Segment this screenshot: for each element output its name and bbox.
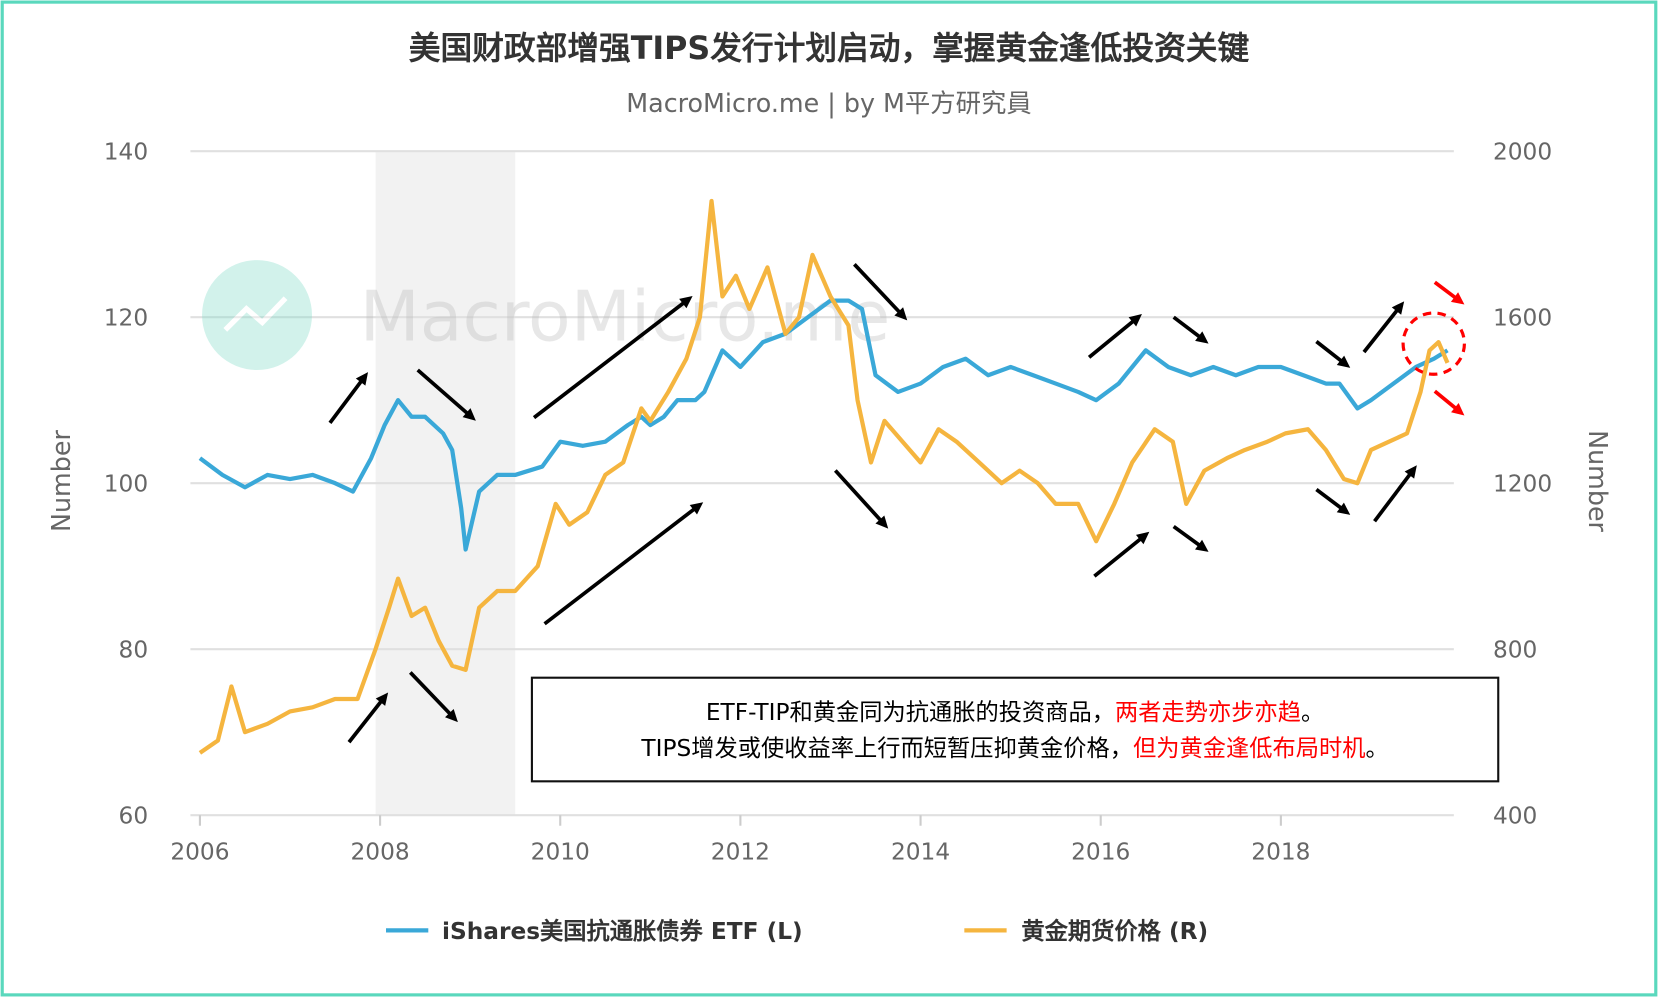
legend: iShares美国抗通胀债券 ETF (L) 黄金期货价格 (R): [386, 918, 1208, 945]
chart-title: 美国财政部增强TIPS发行计划启动，掌握黄金逢低投资关键: [409, 30, 1250, 67]
gold-price-line: [198, 198, 1450, 755]
highlight-circle: [1401, 311, 1467, 376]
arrow-icon: [853, 263, 908, 321]
left-tick-label: 140: [104, 139, 148, 166]
arrow-icon: [1362, 301, 1405, 354]
arrow-icon: [347, 692, 389, 744]
right-tick-label: 400: [1493, 803, 1537, 830]
annotation-line2-end: 。: [1366, 735, 1389, 762]
right-axis-label: Number: [1583, 430, 1613, 532]
tip-etf-line: [198, 298, 1449, 552]
arrow-icon: [1172, 315, 1209, 344]
arrow-icon: [1315, 340, 1351, 368]
legend-item-gold[interactable]: 黄金期货价格 (R): [964, 918, 1208, 945]
annotation-line1-highlight: 两者走势亦步亦趋: [1115, 699, 1301, 726]
x-tick-label: 2014: [891, 839, 950, 866]
svg-text:ETF-TIP和黄金同为抗通胀的投资商品，两者走势亦步亦趋。: ETF-TIP和黄金同为抗通胀的投资商品，两者走势亦步亦趋。: [706, 699, 1324, 726]
annotation-line1-end: 。: [1301, 699, 1324, 726]
legend-label-gold: 黄金期货价格 (R): [1021, 918, 1208, 945]
arrow-icon: [543, 502, 704, 626]
watermark-text: MacroMicro.me: [360, 276, 891, 357]
annotation-line2-highlight: 但为黄金逢低布局时机: [1133, 735, 1366, 762]
left-tick-label: 100: [104, 471, 148, 498]
x-tick-label: 2010: [531, 839, 590, 866]
watermark: MacroMicro.me: [202, 260, 891, 371]
right-tick-label: 1600: [1493, 305, 1552, 332]
left-tick-label: 80: [119, 637, 149, 664]
arrow-icon: [1315, 488, 1351, 515]
annotation-arrows: [328, 263, 1465, 744]
arrow-icon: [408, 671, 458, 723]
arrow-icon: [1172, 525, 1209, 552]
left-axis-ticks: 60 80 100 120 140: [104, 139, 148, 830]
red-arrow-icon: [1433, 280, 1465, 305]
annotation-line2: TIPS增发或使收益率上行而短暂压抑黄金价格，: [640, 735, 1133, 762]
legend-item-tip[interactable]: iShares美国抗通胀债券 ETF (L): [386, 918, 803, 945]
left-tick-label: 60: [119, 803, 149, 830]
arrow-icon: [833, 469, 889, 529]
right-axis-ticks: 400 800 1200 1600 2000: [1493, 139, 1552, 830]
x-axis-ticks: 2006 2008 2010 2012 2014 2016 2018: [170, 815, 1310, 866]
annotation-line1: ETF-TIP和黄金同为抗通胀的投资商品，: [706, 699, 1115, 726]
arrow-icon: [1093, 531, 1150, 578]
arrow-icon: [532, 296, 693, 420]
arrow-icon: [1373, 465, 1417, 523]
right-tick-label: 800: [1493, 637, 1537, 664]
x-tick-label: 2018: [1251, 839, 1310, 866]
red-arrow-icon: [1433, 389, 1465, 416]
legend-label-tip: iShares美国抗通胀债券 ETF (L): [442, 918, 803, 945]
series-lines: [198, 198, 1450, 755]
grid: [190, 150, 1454, 817]
chart-subtitle: MacroMicro.me | by M平方研究員: [626, 88, 1031, 118]
x-tick-label: 2012: [711, 839, 770, 866]
arrow-icon: [416, 368, 476, 421]
arrow-icon: [328, 372, 369, 425]
x-tick-label: 2006: [170, 839, 229, 866]
right-tick-label: 2000: [1493, 139, 1552, 166]
x-tick-label: 2008: [350, 839, 409, 866]
left-axis-label: Number: [46, 430, 76, 532]
annotation-box: ETF-TIP和黄金同为抗通胀的投资商品，两者走势亦步亦趋。 TIPS增发或使收…: [530, 676, 1500, 783]
left-tick-label: 120: [104, 305, 148, 332]
x-tick-label: 2016: [1071, 839, 1130, 866]
svg-text:TIPS增发或使收益率上行而短暂压抑黄金价格，但为黄金逢低布: TIPS增发或使收益率上行而短暂压抑黄金价格，但为黄金逢低布局时机。: [640, 735, 1388, 762]
arrow-icon: [1087, 314, 1142, 359]
right-tick-label: 1200: [1493, 471, 1552, 498]
